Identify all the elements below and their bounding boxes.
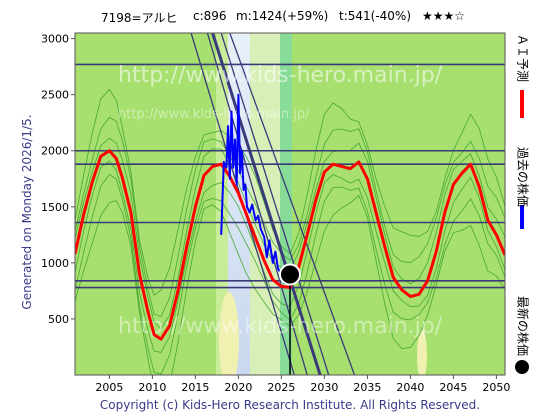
max-price: m:1424(+59%) — [236, 9, 329, 23]
legend — [515, 90, 529, 374]
watermark-text-3: http://www.kids-hero.main.jp/ — [118, 314, 443, 339]
x-tick-label: 2020 — [224, 381, 252, 394]
plot-frame — [74, 32, 506, 376]
envelope-line — [75, 194, 505, 375]
x-tick-label: 2010 — [138, 381, 166, 394]
highlight-zone — [228, 33, 250, 375]
copyright: Copyright (c) Kids-Hero Research Institu… — [99, 398, 481, 412]
legend-latest-label: 最新の株価 — [515, 295, 530, 357]
envelope-line — [75, 173, 505, 375]
x-tick-label: 2005 — [95, 381, 123, 394]
envelope-line — [75, 116, 505, 318]
legend-past-swatch — [520, 205, 524, 229]
target-price: t:541(-40%) — [339, 9, 412, 23]
y-tick-label: 1500 — [41, 201, 69, 214]
x-tick-label: 2040 — [396, 381, 424, 394]
price-levels — [75, 63, 505, 289]
x-axis: 2005 2010 2015 2020 2025 2030 2035 2040 2045 2050 — [95, 375, 510, 394]
x-tick-label: 2025 — [267, 381, 295, 394]
y-axis: 500 1000 1500 2000 2500 3000 — [41, 33, 75, 326]
x-tick-label: 2030 — [310, 381, 338, 394]
y-tick-label: 500 — [48, 313, 69, 326]
trend-line — [229, 33, 356, 375]
trend-line — [211, 33, 322, 375]
chart-header: 7198=アルヒ c:896 m:1424(+59%) t:541(-40%) … — [0, 9, 505, 25]
envelope-line — [75, 88, 505, 296]
x-tick-label: 2045 — [439, 381, 467, 394]
y-tick-label: 3000 — [41, 33, 69, 46]
legend-forecast-swatch — [520, 90, 524, 118]
past-price-series — [220, 93, 290, 285]
latest-price-marker — [279, 263, 301, 286]
x-tick-label: 2050 — [482, 381, 510, 394]
y-tick-label: 1000 — [41, 257, 69, 270]
legend-latest-swatch — [515, 360, 529, 374]
yellow-blob — [219, 292, 239, 375]
watermark-text-2: http://www.kids-hero.main.jp/ — [118, 107, 310, 122]
teal-band — [280, 33, 292, 375]
forecast-series — [75, 149, 505, 341]
legend-forecast-label: ＡＩ予測 — [515, 33, 530, 83]
envelope-line — [75, 160, 505, 354]
background-bands: http://www.kids-hero.main.jp/ http://www… — [75, 33, 505, 375]
plot-area: http://www.kids-hero.main.jp/ http://www… — [74, 32, 506, 376]
watermark-text-1: http://www.kids-hero.main.jp/ — [118, 63, 443, 88]
rating-stars: ★★★☆ — [422, 9, 466, 23]
y-tick-label: 2500 — [41, 89, 69, 102]
current-price: c:896 — [193, 9, 227, 23]
legend-past-label: 過去の株価 — [515, 146, 530, 208]
yellow-blob-right — [417, 330, 427, 375]
trend-line — [220, 33, 330, 375]
y-tick-label: 2000 — [41, 145, 69, 158]
stock-code: 7198=アルヒ — [101, 11, 178, 25]
x-tick-label: 2035 — [353, 381, 381, 394]
x-tick-label: 2015 — [181, 381, 209, 394]
